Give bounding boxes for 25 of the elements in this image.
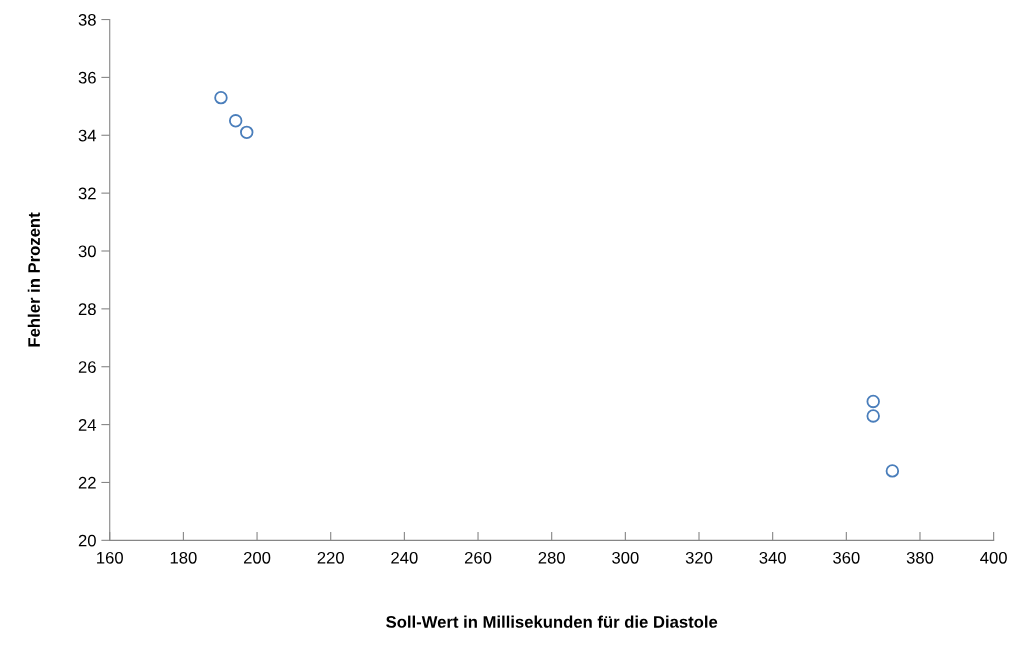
y-tick-label: 26 xyxy=(78,361,96,373)
x-tick-label: 160 xyxy=(97,551,123,564)
y-tick-label: 20 xyxy=(78,534,96,547)
x-tick-label: 180 xyxy=(170,551,197,564)
y-tick-label: 22 xyxy=(78,476,96,489)
y-tick-label: 24 xyxy=(78,419,97,431)
y-tick-label: 30 xyxy=(78,245,96,258)
x-tick-label: 360 xyxy=(833,551,860,564)
y-axis-title: Fehler in Prozent xyxy=(27,212,40,347)
x-tick-label: 200 xyxy=(243,551,271,564)
x-tick-label: 220 xyxy=(317,551,344,564)
x-tick-label: 340 xyxy=(759,551,786,564)
x-tick-label: 320 xyxy=(685,551,713,564)
x-tick-label: 260 xyxy=(464,551,492,564)
x-tick-label: 380 xyxy=(906,551,934,564)
x-tick-label: 280 xyxy=(538,551,565,564)
y-tick-label: 38 xyxy=(78,13,96,26)
y-tick-label: 32 xyxy=(78,187,96,200)
y-tick-label: 28 xyxy=(78,303,96,316)
x-tick-label: 300 xyxy=(612,551,639,564)
x-axis-title: Soll-Wert in Millisekunden für die Diastole xyxy=(386,615,718,628)
y-tick-label: 34 xyxy=(78,129,97,142)
x-tick-label: 400 xyxy=(980,551,1007,564)
y-tick-label: 36 xyxy=(78,71,96,84)
x-tick-label: 240 xyxy=(391,551,418,564)
